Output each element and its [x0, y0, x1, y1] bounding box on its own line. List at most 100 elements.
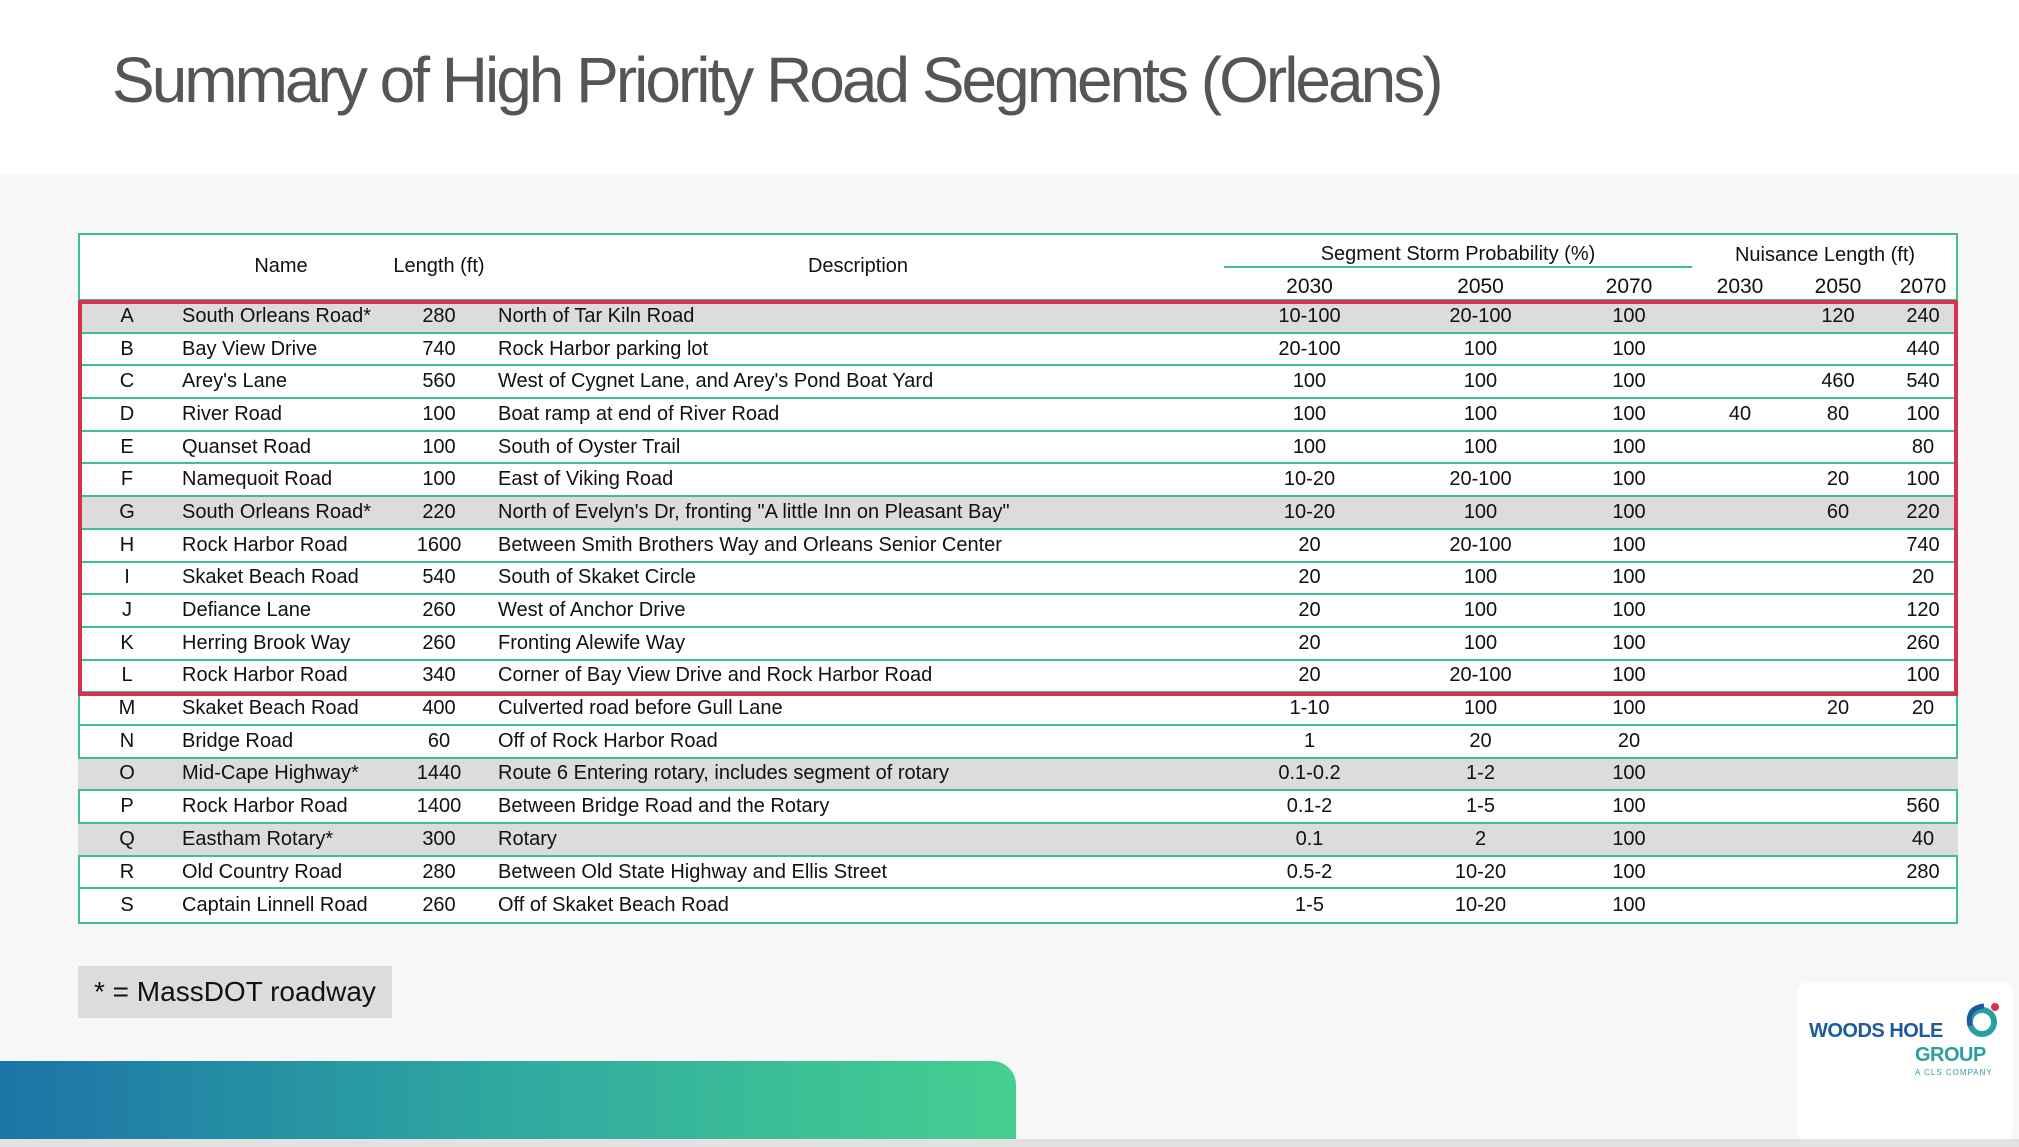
row-length-cell: 260: [386, 625, 492, 660]
row-length-cell: 400: [386, 691, 492, 725]
storm-2070-cell: 100: [1566, 625, 1692, 660]
storm-2050-cell: 100: [1395, 495, 1566, 529]
nuisance-2030-cell: [1692, 560, 1788, 595]
row-name-cell: Rock Harbor Road: [176, 527, 386, 562]
storm-2030-cell: 0.1-0.2: [1224, 756, 1395, 791]
row-length-cell: 1440: [386, 756, 492, 791]
table-row: O Mid-Cape Highway* 1440 Route 6 Entering r…: [78, 756, 1959, 791]
row-name-cell: Rock Harbor Road: [176, 658, 386, 693]
logo-text-primary: WOODS HOLE: [1809, 1020, 1943, 1042]
table-row: L Rock Harbor Road 340 Corner of Bay View D…: [78, 658, 1959, 693]
storm-2030-cell: 0.1-2: [1224, 789, 1395, 823]
nuisance-2050-cell: 80: [1788, 397, 1888, 431]
row-description-cell: West of Cygnet Lane, and Arey's Pond Boa…: [492, 364, 1224, 399]
nuisance-2070-cell: 20: [1888, 691, 1959, 725]
nuisance-length-header: Nuisance Length (ft): [1734, 244, 1916, 266]
row-id-cell: R: [78, 854, 176, 889]
storm-2030-cell: 1-10: [1224, 691, 1395, 725]
table-body: A South Orleans Road* 280 North of Tar Kiln…: [78, 299, 1959, 922]
nuisance-2030-cell: [1692, 822, 1788, 856]
storm-2030-cell: 1: [1224, 723, 1395, 758]
nuisance-2030-cell: [1692, 331, 1788, 366]
nuisance-2050-cell: [1788, 527, 1888, 562]
nuisance-2030-cell: [1692, 789, 1788, 823]
nuisance-2050-cell: [1788, 756, 1888, 791]
storm-2050-cell: 100: [1395, 331, 1566, 366]
table-row: Q Eastham Rotary* 300 Rotary 0.1 2 100 40: [78, 822, 1959, 856]
row-length-cell: 220: [386, 495, 492, 529]
storm-2070-cell: 100: [1566, 495, 1692, 529]
row-length-cell: 260: [386, 593, 492, 627]
nuisance-2050-cell: [1788, 429, 1888, 464]
table-row: M Skaket Beach Road 400 Culverted road befo…: [78, 691, 1959, 725]
storm-2050-cell: 20: [1395, 723, 1566, 758]
storm-2070-cell: 100: [1566, 789, 1692, 823]
row-description-cell: Between Bridge Road and the Rotary: [492, 789, 1224, 823]
table-row: J Defiance Lane 260 West of Anchor Drive 20 1…: [78, 593, 1959, 627]
row-description-cell: South of Oyster Trail: [492, 429, 1224, 464]
nuisance-2070-cell: 540: [1888, 364, 1959, 399]
row-id-cell: B: [78, 331, 176, 366]
storm-2070-cell: 100: [1566, 887, 1692, 922]
nuisance-2070-cell: 560: [1888, 789, 1959, 823]
row-name-cell: Bridge Road: [176, 723, 386, 758]
row-id-cell: N: [78, 723, 176, 758]
row-name-cell: Captain Linnell Road: [176, 887, 386, 922]
nuisance-2050-cell: [1788, 887, 1888, 922]
table-row: K Herring Brook Way 260 Fronting Alewife Wa…: [78, 625, 1959, 660]
storm-2050-cell: 100: [1395, 397, 1566, 431]
length-header: Length (ft): [393, 254, 485, 277]
storm-2050-cell: 100: [1395, 593, 1566, 627]
nuisance-2030-cell: [1692, 299, 1788, 333]
row-name-cell: South Orleans Road*: [176, 299, 386, 333]
row-length-cell: 340: [386, 658, 492, 693]
nuisance-2070-cell: [1888, 756, 1959, 791]
row-id-cell: E: [78, 429, 176, 464]
nuisance-2030-cell: [1692, 854, 1788, 889]
row-length-cell: 100: [386, 397, 492, 431]
storm-2030-cell: 10-20: [1224, 495, 1395, 529]
storm-2050-cell: 100: [1395, 625, 1566, 660]
nuisance-2050-cell: [1788, 789, 1888, 823]
header-band: [0, 0, 2019, 174]
row-description-cell: Off of Skaket Beach Road: [492, 887, 1224, 922]
row-name-cell: Arey's Lane: [176, 364, 386, 399]
nuisance-2030-cell: [1692, 527, 1788, 562]
row-length-cell: 100: [386, 462, 492, 497]
storm-year-header: 2050: [1457, 275, 1504, 298]
row-name-cell: River Road: [176, 397, 386, 431]
row-description-cell: North of Evelyn's Dr, fronting "A little…: [492, 495, 1224, 529]
table-row: A South Orleans Road* 280 North of Tar Kiln…: [78, 299, 1959, 333]
storm-2030-cell: 100: [1224, 429, 1395, 464]
table-row: R Old Country Road 280 Between Old State Hi…: [78, 854, 1959, 889]
row-name-cell: Defiance Lane: [176, 593, 386, 627]
row-length-cell: 280: [386, 854, 492, 889]
storm-2070-cell: 100: [1566, 560, 1692, 595]
nuisance-2050-cell: [1788, 723, 1888, 758]
row-description-cell: Boat ramp at end of River Road: [492, 397, 1224, 431]
road-segments-table: Name Length (ft) Description Segment Sto…: [78, 233, 1959, 922]
nuisance-2070-cell: 740: [1888, 527, 1959, 562]
storm-2070-cell: 100: [1566, 756, 1692, 791]
table-row: I Skaket Beach Road 540 South of Skaket Cir…: [78, 560, 1959, 595]
table-row: C Arey's Lane 560 West of Cygnet Lane, and …: [78, 364, 1959, 399]
row-name-cell: Rock Harbor Road: [176, 789, 386, 823]
table-row: P Rock Harbor Road 1400 Between Bridge Road…: [78, 789, 1959, 823]
nuisance-2050-cell: [1788, 822, 1888, 856]
description-header: Description: [807, 254, 909, 277]
logo-swirl-icon: [1966, 1003, 1999, 1037]
storm-2050-cell: 20-100: [1395, 299, 1566, 333]
logo-tagline: A CLS COMPANY: [1915, 1068, 1993, 1077]
row-length-cell: 100: [386, 429, 492, 464]
nuisance-2050-cell: 460: [1788, 364, 1888, 399]
nuisance-2030-cell: 40: [1692, 397, 1788, 431]
nuisance-2030-cell: [1692, 462, 1788, 497]
storm-probability-header: Segment Storm Probability (%): [1224, 233, 1692, 268]
storm-2070-cell: 100: [1566, 854, 1692, 889]
storm-2050-cell: 100: [1395, 560, 1566, 595]
row-description-cell: Between Old State Highway and Ellis Stre…: [492, 854, 1224, 889]
storm-2070-cell: 100: [1566, 658, 1692, 693]
storm-2070-cell: 100: [1566, 691, 1692, 725]
storm-2070-cell: 100: [1566, 527, 1692, 562]
storm-year-header: 2070: [1605, 275, 1653, 298]
